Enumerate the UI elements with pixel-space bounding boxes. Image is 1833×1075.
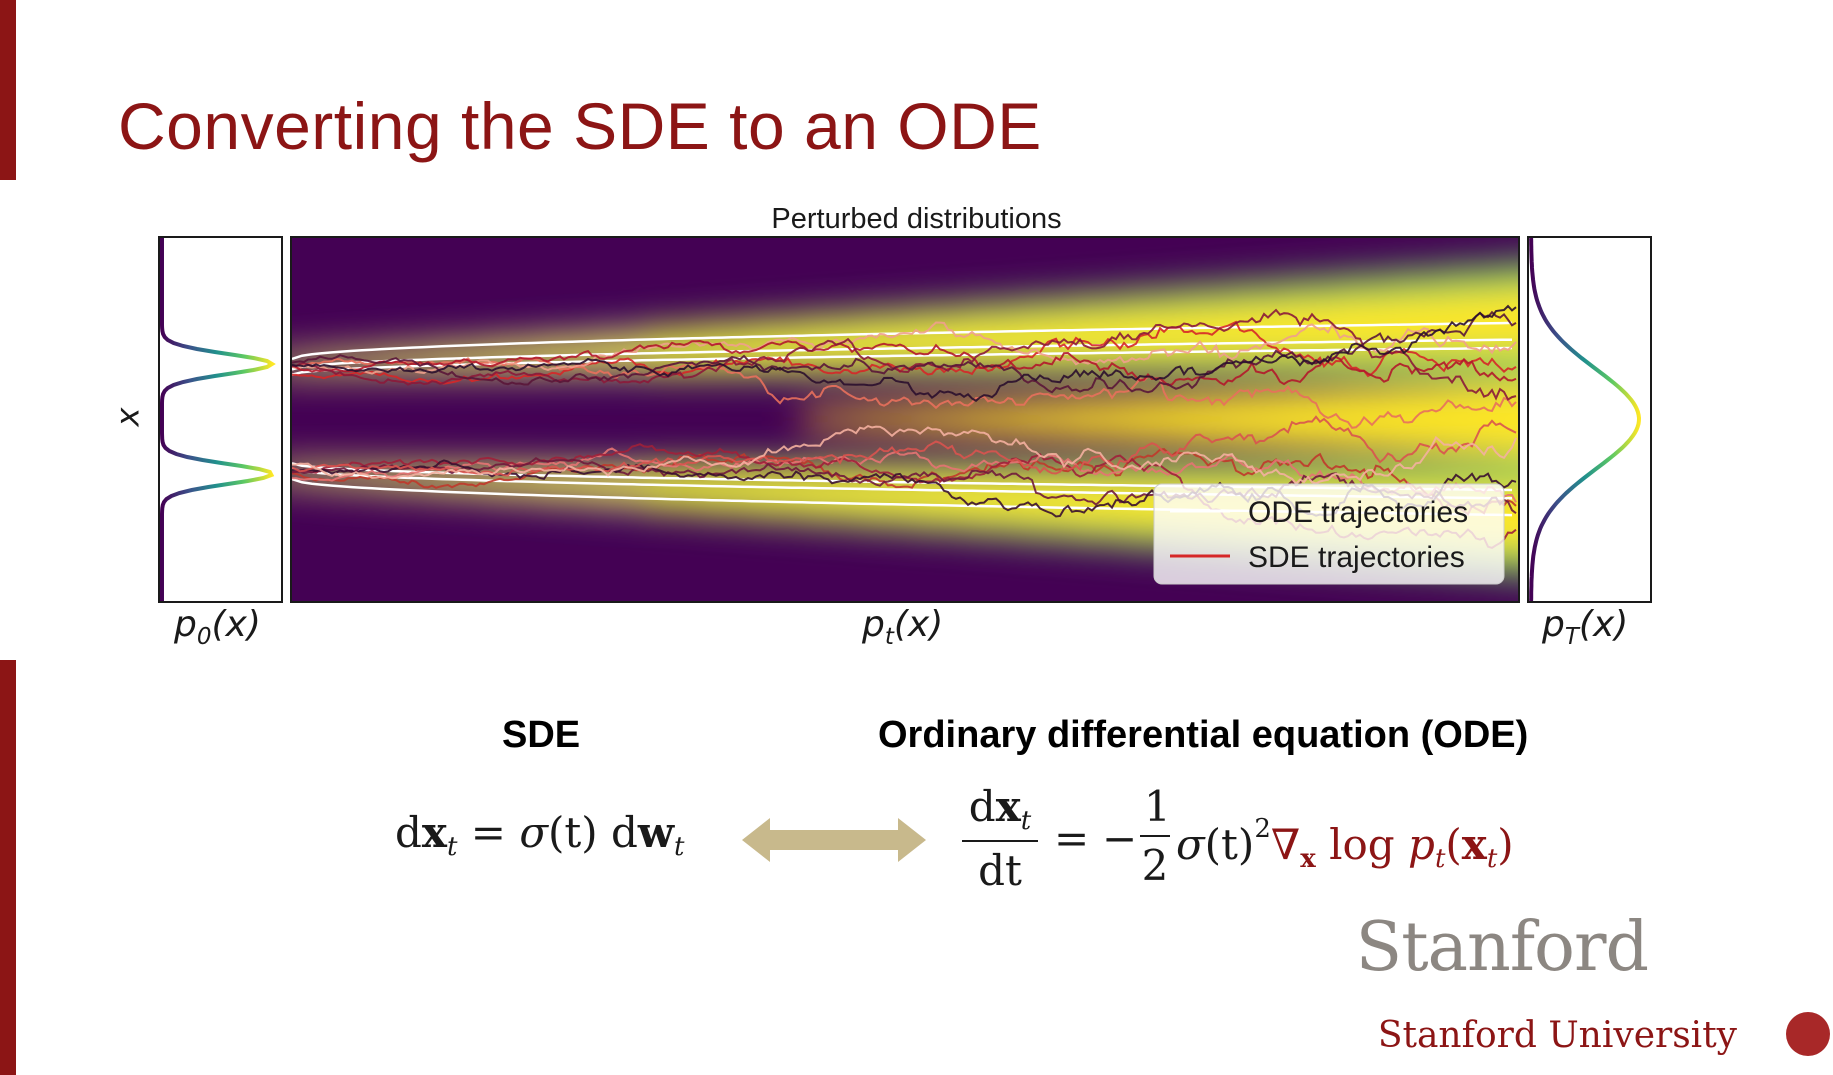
sde-trajectory	[292, 447, 1517, 503]
figure-title: Perturbed distributions	[771, 203, 1062, 235]
legend-ode-label: ODE trajectories	[1248, 496, 1468, 529]
ode-heading: Ordinary differential equation (ODE)	[878, 714, 1529, 756]
double-arrow-icon	[742, 818, 926, 862]
half-fraction: 1 2	[1140, 782, 1171, 890]
stanford-wordmark: Stanford	[1355, 908, 1649, 987]
sde-heading: SDE	[502, 714, 581, 756]
legend-sde-label: SDE trajectories	[1248, 541, 1465, 574]
ode-trajectory	[292, 346, 1513, 376]
p0-density-panel	[158, 236, 283, 603]
stanford-university-label: Stanford University	[1377, 1015, 1737, 1056]
sde-trajectory	[292, 357, 1517, 429]
legend-box	[1153, 483, 1505, 585]
sde-trajectory	[292, 415, 1517, 477]
heatmap-band-merge	[1498, 380, 1518, 458]
sde-trajectory	[292, 424, 1517, 486]
legend: ODE trajectories SDE trajectories	[1153, 483, 1505, 585]
equivalence-arrow	[742, 818, 926, 862]
pT-density-panel	[1527, 236, 1652, 603]
sde-trajectory	[292, 320, 1517, 385]
p0-density-curve	[160, 238, 276, 601]
stanford-seal-icon	[1786, 1012, 1830, 1056]
pt-label: pt(x)	[862, 604, 944, 651]
sde-trajectory	[292, 448, 1517, 516]
dx-dt-fraction: dxt dt	[962, 782, 1038, 895]
sde-trajectory	[292, 456, 1517, 514]
pT-density-curve	[1529, 238, 1642, 601]
pT-density-svg	[1529, 238, 1642, 601]
pt-heatmap-panel: ODE trajectories SDE trajectories	[290, 236, 1520, 603]
pt-heatmap-svg: ODE trajectories SDE trajectories	[292, 238, 1518, 601]
p0-density-svg	[160, 238, 276, 601]
p0-label: p0(x)	[174, 604, 261, 651]
sde-trajectory	[292, 304, 1517, 403]
slide-title: Converting the SDE to an ODE	[118, 89, 1042, 163]
sde-equation: dxt = σ(t) dwt	[395, 808, 685, 862]
y-axis-label: x	[108, 407, 147, 427]
pT-label: pT(x)	[1542, 604, 1629, 651]
accent-bar-bottom	[0, 660, 16, 1075]
sde-trajectory	[292, 308, 1517, 401]
accent-bar-top	[0, 0, 16, 180]
sde-trajectory	[292, 339, 1517, 387]
ode-trajectory	[292, 338, 1513, 371]
